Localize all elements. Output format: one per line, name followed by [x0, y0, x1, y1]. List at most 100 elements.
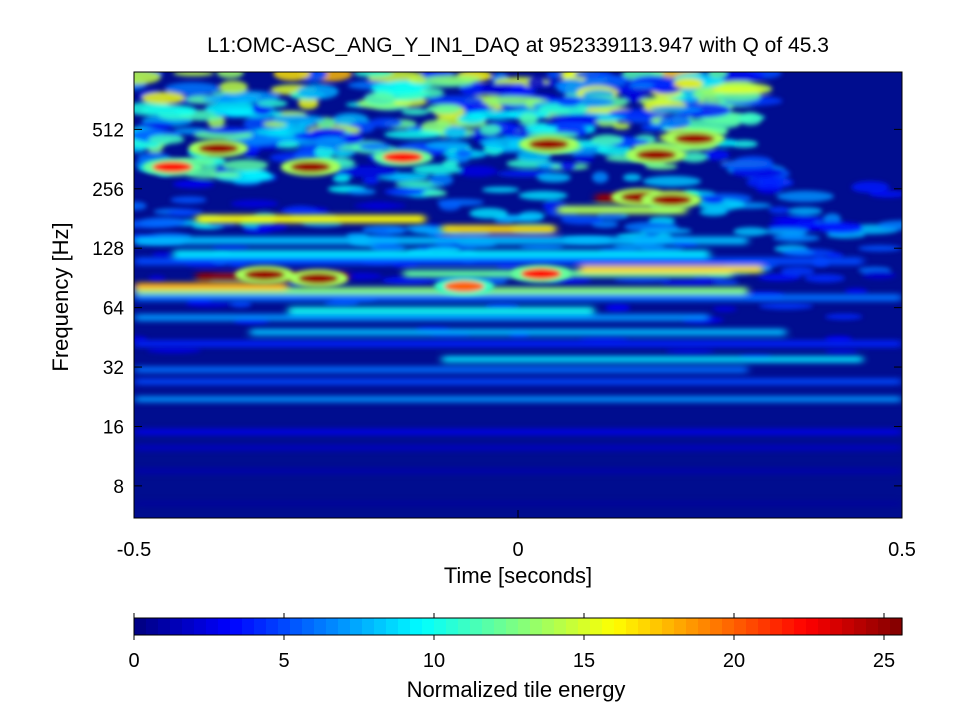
colorbar-step [578, 618, 591, 635]
heatmap-tile [469, 207, 508, 219]
heatmap-tile [141, 91, 186, 104]
heatmap-band [134, 429, 902, 435]
heatmap-tile [204, 126, 251, 134]
colorbar-step [770, 618, 783, 635]
heatmap-tile [824, 348, 858, 355]
heatmap-tile [210, 171, 241, 178]
heatmap-tile [205, 102, 262, 115]
colorbar-step [746, 618, 759, 635]
heatmap-band [134, 282, 288, 290]
y-axis: 8 16 32 64 128 256 512 [92, 120, 902, 498]
heatmap-tile [857, 245, 902, 252]
colorbar-step [554, 618, 567, 635]
heatmap-tile [510, 83, 528, 98]
heatmap-tile [680, 152, 708, 163]
heatmap-band [172, 250, 710, 258]
heatmap-tile [877, 220, 902, 231]
heatmap-tile [591, 134, 624, 146]
colorbar-step [626, 618, 639, 635]
heatmap-tile [642, 175, 702, 187]
colorbar-step [422, 618, 435, 635]
heatmap-band [134, 314, 710, 321]
heatmap-tile [314, 136, 347, 149]
colorbar-step [206, 618, 219, 635]
x-tick-label: 0.5 [888, 539, 916, 561]
colorbar-step [686, 618, 699, 635]
heatmap-tile [659, 115, 692, 129]
heatmap-tile [559, 161, 577, 171]
heatmap-tile [660, 279, 717, 286]
heatmap-tile [368, 117, 403, 128]
heatmap-tile [383, 130, 443, 139]
heatmap-tile [170, 196, 207, 204]
heatmap-tile [405, 225, 435, 233]
colorbar-step [242, 618, 255, 635]
heatmap-tile [733, 227, 768, 237]
colorbar-step [818, 618, 831, 635]
colorbar-step [458, 618, 471, 635]
heatmap-tile [311, 127, 347, 136]
colorbar-step [722, 618, 735, 635]
heatmap-tile [768, 206, 790, 214]
colorbar-step [398, 618, 411, 635]
colorbar-step [890, 618, 903, 635]
heatmap-band [134, 378, 902, 385]
heatmap-tile [439, 200, 461, 211]
colorbar-step [266, 618, 279, 635]
heatmap-tile [738, 112, 763, 126]
heatmap-tile [216, 72, 244, 79]
heatmap-tile [673, 78, 704, 89]
heatmap-tile [758, 302, 814, 310]
heatmap-tile [519, 243, 564, 250]
heatmap-tile [622, 173, 642, 182]
heatmap-tile [362, 177, 380, 185]
colorbar-step [290, 618, 303, 635]
heatmap-tile [851, 181, 890, 194]
heatmap-tile [772, 234, 820, 242]
heatmap-tile [167, 208, 204, 217]
heatmap-tile [297, 84, 339, 100]
heatmap-tile [202, 95, 257, 104]
heatmap-tile [253, 128, 290, 135]
heatmap-tile [338, 272, 383, 281]
heatmap-blob [244, 269, 285, 281]
y-tick-label: 64 [103, 299, 125, 320]
x-tick-label: -0.5 [117, 539, 151, 561]
heatmap-tile [456, 165, 498, 177]
colorbar-step [854, 618, 867, 635]
heatmap-tile [230, 199, 279, 208]
colorbar-step [134, 618, 147, 635]
heatmap-tile [426, 104, 462, 114]
heatmap-blobs [142, 129, 725, 296]
colorbar-step [866, 618, 879, 635]
colorbar-step [878, 618, 891, 635]
heatmap-tile [314, 145, 334, 159]
colorbar-step [602, 618, 615, 635]
heatmap-tile [710, 279, 739, 286]
heatmap-tile [361, 225, 408, 235]
colorbar-step [506, 618, 519, 635]
heatmap-tile [222, 159, 269, 171]
colorbar-step [338, 618, 351, 635]
heatmap-tile [703, 197, 724, 204]
heatmap-tile [560, 214, 604, 225]
colorbar-step [566, 618, 579, 635]
heatmap-tile [243, 116, 280, 131]
heatmap-tile [332, 174, 351, 183]
heatmap-tile [708, 72, 728, 79]
colorbar-step [614, 618, 627, 635]
colorbar-step [254, 618, 267, 635]
colorbar-step [590, 618, 603, 635]
colorbar-tick-label: 10 [423, 650, 445, 672]
heatmap-tile [545, 121, 600, 128]
heatmap-tile [527, 76, 546, 89]
colorbar-step [446, 618, 459, 635]
chart-title: L1:OMC-ASC_ANG_Y_IN1_DAQ at 952339113.94… [207, 34, 829, 57]
heatmap-band [134, 396, 902, 402]
colorbar-step [710, 618, 723, 635]
heatmap-tile [467, 110, 519, 120]
heatmap-tile [353, 72, 394, 78]
colorbar-step [494, 618, 507, 635]
heatmap-tile [364, 92, 396, 106]
